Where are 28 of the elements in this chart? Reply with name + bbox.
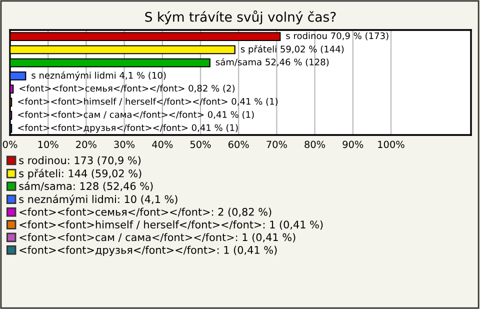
x-tick-label: 0% [2, 140, 18, 148]
legend-label: s rodinou: 173 (70,9 %) [19, 156, 141, 166]
data-label: <font><font>himself / herself</font></font> 0,41 % (1) [18, 98, 278, 106]
x-tick-label: 50% [190, 140, 211, 148]
data-label: s rodinou 70,9 % (173) [286, 32, 388, 40]
x-tick-label: 80% [304, 140, 326, 148]
x-tick-label: 90% [342, 140, 364, 148]
data-label: <font><font>семья</font></font> 0,82 % (2) [20, 84, 235, 93]
legend-label: sám/sama: 128 (52,46 %) [19, 182, 153, 192]
data-label: <font><font>сам / сама</font></font> 0,41 % (1) [18, 110, 254, 119]
x-tick-label: 10% [38, 140, 58, 148]
x-tick-label: 20% [76, 140, 96, 148]
legend-label: s přáteli: 144 (59,02 %) [19, 168, 142, 180]
data-label: <font><font>друзья</font></font> 0,41 % (1) [18, 124, 238, 133]
x-tick-label: 60% [228, 140, 249, 148]
legend-label: <font><font>семья</font></font>: 2 (0,82 %) [20, 208, 272, 218]
chart-title: S kým trávíte svůj volný čas? [145, 10, 336, 24]
x-tick-label: 30% [114, 140, 135, 148]
x-tick-label: 40% [152, 140, 173, 148]
x-tick-label: 70% [266, 140, 287, 148]
legend-label: <font><font>himself / herself</font></font>: 1 (0,41 %) [20, 220, 323, 230]
legend-label: s neznámými lidmi: 10 (4,1 %) [19, 194, 178, 206]
legend-label: <font><font>друзья</font></font>: 1 (0,41 %) [20, 246, 277, 256]
data-label: sám/sama 52,46 % (128) [216, 58, 329, 66]
x-tick-label: 100% [378, 140, 404, 148]
data-label: s přáteli 59,02 % (144) [240, 45, 344, 54]
legend-label: <font><font>сам / сама</font></font>: 1 (0,41 %) [20, 233, 296, 242]
data-label: s neznámými lidmi 4,1 % (10) [32, 71, 166, 80]
